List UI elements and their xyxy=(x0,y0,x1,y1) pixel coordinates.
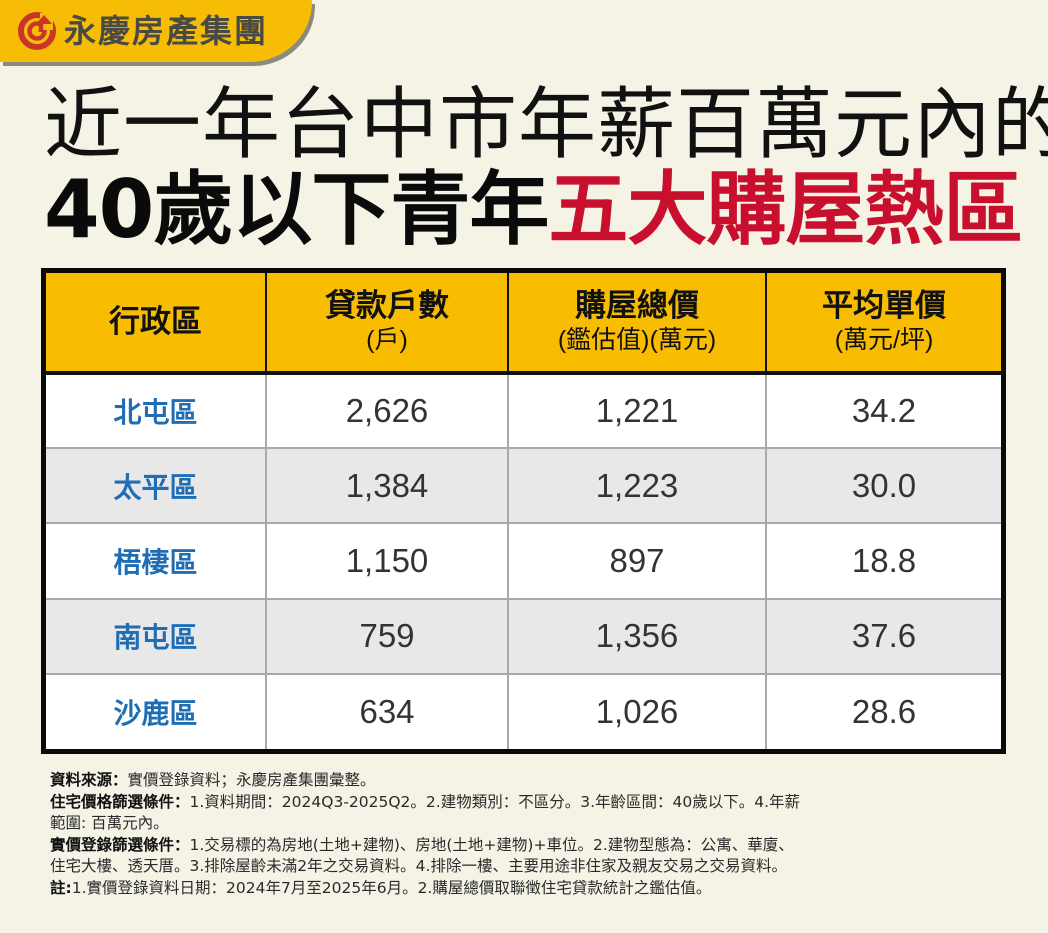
note-housing-filter: 住宅價格篩選條件：1.資料期間：2024Q3-2025Q2。2.建物類別：不區分… xyxy=(50,792,801,811)
loans-cell: 634 xyxy=(266,673,509,749)
title-line-2: 40歲以下青年五大購屋熱區 xyxy=(44,170,1023,250)
total-price-cell: 1,026 xyxy=(508,673,767,749)
total-price-cell: 1,356 xyxy=(508,598,767,675)
district-cell: 太平區 xyxy=(46,448,267,525)
unit-price-cell: 30.0 xyxy=(766,448,1001,525)
total-price-cell: 1,221 xyxy=(508,373,767,450)
total-price-cell: 897 xyxy=(508,523,767,600)
title-line-2-black: 40歲以下青年 xyxy=(44,163,549,256)
unit-price-cell: 34.2 xyxy=(766,373,1001,450)
loans-cell: 2,626 xyxy=(266,373,509,450)
unit-price-cell: 28.6 xyxy=(851,692,917,730)
loans-cell: 1,150 xyxy=(266,523,509,600)
hot-zones-table: 行政區 貸款戶數 (戶) 購屋總價 (鑑估值)(萬元) 平均單價 (萬元/坪) … xyxy=(41,268,1006,754)
total-price-cell: 1,223 xyxy=(508,448,767,525)
brand-header: 永慶房產集團 xyxy=(0,0,312,62)
district-cell: 沙鹿區 xyxy=(46,673,267,749)
unit-price-cell: 18.8 xyxy=(766,523,1001,600)
circular-arrow-logo-icon xyxy=(16,10,58,52)
table-header-row: 行政區 貸款戶數 (戶) 購屋總價 (鑑估值)(萬元) 平均單價 (萬元/坪) xyxy=(46,273,1001,375)
district-cell: 北屯區 xyxy=(46,373,267,450)
table-row: 沙鹿區 634 1,026 28.6 xyxy=(46,673,1001,749)
unit-price-cell: 37.6 xyxy=(766,598,1001,675)
brand-name: 永慶房產集團 xyxy=(64,12,269,50)
title-line-1: 近一年台中市年薪百萬元內的 xyxy=(44,80,1048,170)
note-registry-filter-cont: 住宅大樓、透天厝。3.排除屋齡未滿2年之交易資料。4.排除一樓、主要用途非住家及… xyxy=(50,857,787,875)
table-row: 太平區 1,384 1,223 30.0 xyxy=(46,448,1001,525)
column-header-district: 行政區 xyxy=(46,273,267,375)
note-housing-filter-cont: 範圍: 百萬元內。 xyxy=(50,814,169,832)
loans-cell: 1,384 xyxy=(266,448,509,525)
table-row: 梧棲區 1,150 897 18.8 xyxy=(46,523,1001,600)
note-registry-filter: 實價登錄篩選條件：1.交易標的為房地(土地+建物)、房地(土地+建物)+車位。2… xyxy=(50,835,794,854)
table-row: 南屯區 759 1,356 37.6 xyxy=(46,598,1001,675)
column-header-total-price: 購屋總價 (鑑估值)(萬元) xyxy=(508,273,767,375)
column-header-loans: 貸款戶數 (戶) xyxy=(266,273,509,375)
column-header-unit-price: 平均單價 (萬元/坪) xyxy=(766,273,1001,375)
note-source: 資料來源：實價登錄資料；永慶房產集團彙整。 xyxy=(50,771,376,789)
table-row: 北屯區 2,626 1,221 34.2 xyxy=(46,373,1001,450)
district-cell: 南屯區 xyxy=(46,598,267,675)
district-cell: 梧棲區 xyxy=(46,523,267,600)
note-remark: 註:1.實價登錄資料日期：2024年7月至2025年6月。2.購屋總價取聯徵住宅… xyxy=(50,878,712,897)
title-line-2-highlight: 五大購屋熱區 xyxy=(548,163,1023,256)
loans-cell: 759 xyxy=(266,598,509,675)
footnotes: 資料來源：實價登錄資料；永慶房產集團彙整。 住宅價格篩選條件：1.資料期間：20… xyxy=(50,770,1010,899)
